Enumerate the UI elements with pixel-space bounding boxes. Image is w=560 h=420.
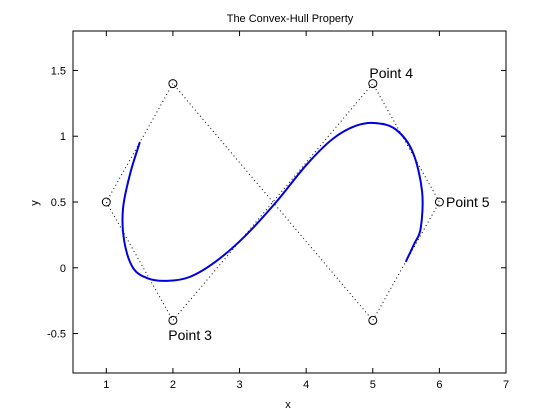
y-tick-label: 1 <box>60 131 66 143</box>
control-point-4 <box>368 79 378 89</box>
control-points-layer <box>101 79 444 325</box>
y-tick-label: 0 <box>60 263 66 275</box>
x-axis-ticks: 1 2 3 4 5 6 7 <box>103 31 509 391</box>
control-point-3 <box>168 315 178 325</box>
x-tick-label: 2 <box>170 379 176 391</box>
control-point-6 <box>368 315 378 325</box>
x-tick-label: 5 <box>370 379 376 391</box>
x-tick-label: 1 <box>103 379 109 391</box>
plot-area <box>72 30 507 374</box>
y-tick-label: 1.5 <box>51 65 66 77</box>
control-point-1 <box>168 79 178 89</box>
bezier-curve <box>121 121 424 282</box>
x-tick-label: 6 <box>436 379 442 391</box>
y-tick-label: -0.5 <box>47 329 66 341</box>
x-tick-label: 4 <box>303 379 309 391</box>
annotation-2: Point 4 <box>369 65 413 81</box>
x-axis-label: x <box>285 399 291 411</box>
chart-title: The Convex-Hull Property <box>227 13 354 25</box>
x-tick-label: 3 <box>236 379 242 391</box>
annotation-3: Point 5 <box>446 194 490 210</box>
y-axis-ticks: -0.5 0 0.5 1 1.5 <box>47 65 506 341</box>
y-tick-label: 0.5 <box>51 197 66 209</box>
annotation-1: Point 3 <box>168 327 212 343</box>
annotations-layer: Point 3 Point 4 Point 5 <box>168 65 489 343</box>
x-tick-label: 7 <box>503 379 509 391</box>
curve-layer <box>121 121 424 282</box>
y-axis-label: y <box>29 200 41 206</box>
control-point-2 <box>101 197 111 207</box>
control-point-5 <box>434 197 444 207</box>
